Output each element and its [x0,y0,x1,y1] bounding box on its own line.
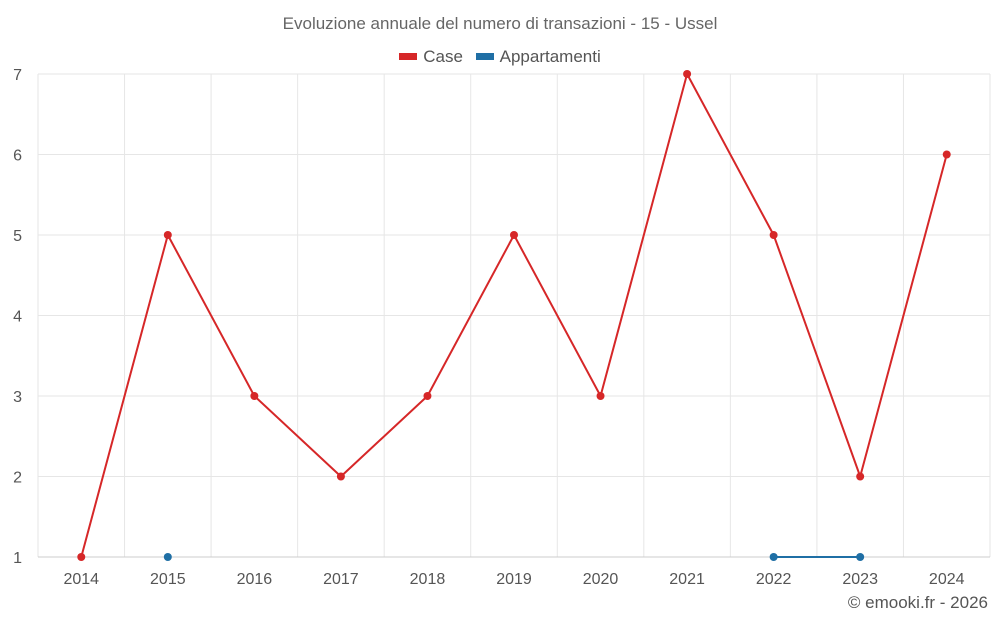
data-point-case [942,150,951,159]
data-point-case [163,231,172,239]
x-tick-label: 2021 [669,571,705,588]
x-tick-label: 2015 [150,571,186,588]
x-tick-label: 2024 [929,571,965,588]
x-tick-label: 2014 [63,571,99,588]
x-tick-label: 2017 [323,571,359,588]
y-tick-label: 4 [13,309,22,326]
legend-label-case: Case [423,46,463,66]
x-tick-label: 2023 [842,571,878,588]
legend: Case Appartamenti [0,45,1000,67]
legend-item-case[interactable]: Case [399,47,463,67]
y-tick-label: 1 [13,550,22,567]
y-tick-label: 3 [13,389,22,406]
legend-label-appartamenti: Appartamenti [499,46,601,66]
data-point-case [336,472,345,481]
data-point-appartamenti [856,553,865,561]
data-point-appartamenti [769,553,778,561]
data-point-case [423,392,432,400]
x-tick-label: 2018 [410,571,446,588]
y-tick-label: 6 [13,148,22,165]
x-tick-label: 2016 [237,571,273,588]
data-point-case [77,553,86,561]
legend-swatch-appartamenti [475,53,494,60]
y-tick-label: 5 [13,228,22,245]
data-point-case [769,231,778,239]
chart-title: Evoluzione annuale del numero di transaz… [282,14,718,33]
data-point-case [683,70,692,78]
data-point-appartamenti [163,553,172,561]
x-tick-label: 2020 [583,571,619,588]
data-point-case [510,231,518,239]
data-point-case [250,392,259,400]
data-point-case [856,472,865,481]
x-tick-label: 2019 [496,571,532,588]
credit-text: © emooki.fr - 2026 [847,593,988,612]
y-tick-label: 2 [13,470,22,487]
y-tick-label: 7 [13,67,22,84]
data-point-case [596,392,605,400]
legend-swatch-case [399,53,418,60]
x-tick-label: 2022 [756,571,792,588]
legend-item-appartamenti[interactable]: Appartamenti [475,46,601,67]
